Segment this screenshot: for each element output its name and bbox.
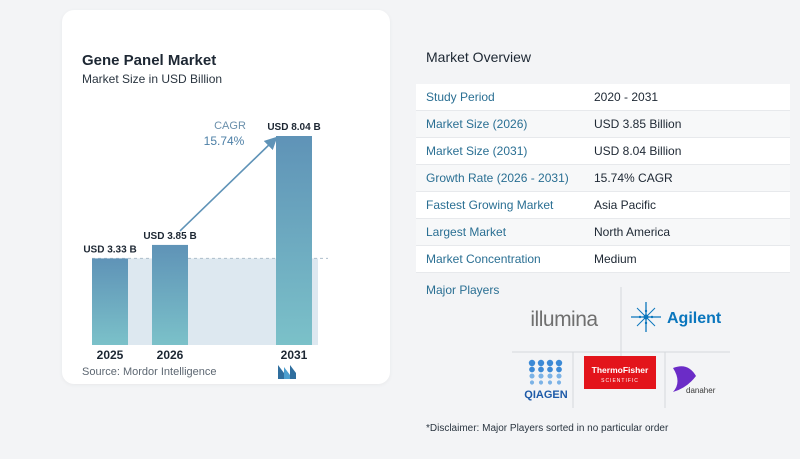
- x-tick-2026: 2026: [157, 348, 184, 362]
- illumina-logo: illumina: [530, 308, 599, 331]
- bar-2031: [276, 136, 312, 345]
- qiagen-dot: [555, 359, 563, 367]
- illumina-text: illumina: [530, 308, 598, 331]
- thermofisher-sub: SCIENTIFIC: [601, 378, 639, 384]
- row-value: USD 8.04 Billion: [594, 144, 682, 158]
- overview-panel: Market Overview Study Period 2020 - 2031 …: [416, 0, 790, 459]
- table-row: Market Size (2026) USD 3.85 Billion: [416, 111, 790, 138]
- qiagen-dot: [529, 373, 535, 379]
- chart-card: Gene Panel Market Market Size in USD Bil…: [62, 10, 390, 384]
- row-value: Medium: [594, 252, 637, 266]
- thermofisher-logo: ThermoFisher SCIENTIFIC: [584, 356, 656, 389]
- cagr-value: 15.74%: [204, 134, 245, 148]
- row-label: Largest Market: [426, 225, 507, 239]
- cagr-label: CAGR: [214, 120, 246, 132]
- qiagen-dot: [528, 359, 536, 367]
- cagr-arrow: [179, 136, 278, 232]
- qiagen-dot: [546, 359, 554, 367]
- row-value: 15.74% CAGR: [594, 171, 673, 185]
- qiagen-dot: [529, 380, 535, 385]
- source-note: Source: Mordor Intelligence: [82, 366, 217, 378]
- row-label: Fastest Growing Market: [426, 198, 554, 212]
- overview-title: Market Overview: [426, 49, 532, 65]
- qiagen-dot: [547, 373, 553, 379]
- agilent-logo: Agilent: [631, 302, 722, 332]
- major-players-grid: illumina Agilent QIAGEN ThermoFisher: [512, 287, 730, 408]
- bar-2025: [92, 258, 128, 345]
- x-tick-2025: 2025: [97, 348, 124, 362]
- qiagen-logo: QIAGEN: [524, 359, 568, 401]
- row-value: North America: [594, 225, 671, 239]
- qiagen-dot: [537, 359, 545, 367]
- chart-title: Gene Panel Market: [82, 52, 217, 69]
- qiagen-dot: [556, 366, 562, 373]
- row-value: USD 3.85 Billion: [594, 117, 682, 131]
- disclaimer-note: *Disclaimer: Major Players sorted in no …: [426, 423, 669, 434]
- mordor-logo-icon: [278, 365, 296, 379]
- bar-chart: USD 3.33 B 2025 USD 3.85 B 2026 USD 8.04 B 20…: [83, 120, 328, 362]
- row-label: Growth Rate (2026 - 2031): [426, 171, 569, 185]
- table-row: Largest Market North America: [416, 219, 790, 246]
- qiagen-dot: [547, 380, 553, 385]
- table-row: Market Concentration Medium: [416, 246, 790, 273]
- x-tick-2031: 2031: [281, 348, 308, 362]
- major-players-label: Major Players: [426, 283, 500, 297]
- chart-subtitle: Market Size in USD Billion: [82, 72, 223, 86]
- qiagen-dot: [538, 380, 544, 385]
- danaher-logo: danaher: [673, 366, 716, 395]
- row-label: Study Period: [426, 90, 495, 104]
- agilent-spark-icon: [631, 302, 661, 332]
- qiagen-dot: [556, 380, 562, 385]
- data-label-2031: USD 8.04 B: [267, 122, 320, 133]
- overview-table: Study Period 2020 - 2031 Market Size (202…: [416, 84, 790, 273]
- danaher-swoosh-icon: [673, 366, 696, 392]
- qiagen-dot: [529, 366, 535, 373]
- row-label: Market Size (2031): [426, 144, 528, 158]
- row-label: Market Concentration: [426, 252, 541, 266]
- table-row: Fastest Growing Market Asia Pacific: [416, 192, 790, 219]
- row-label: Market Size (2026): [426, 117, 528, 131]
- row-value: 2020 - 2031: [594, 90, 659, 104]
- table-row: Market Size (2031) USD 8.04 Billion: [416, 138, 790, 165]
- danaher-text: danaher: [686, 386, 716, 395]
- table-row: Study Period 2020 - 2031: [416, 84, 790, 111]
- qiagen-dot: [556, 373, 562, 379]
- thermofisher-text: ThermoFisher: [592, 365, 649, 375]
- row-value: Asia Pacific: [594, 198, 657, 212]
- qiagen-dot: [538, 366, 544, 373]
- bar-2026: [152, 244, 188, 345]
- qiagen-dots-icon: [528, 359, 563, 385]
- qiagen-text: QIAGEN: [524, 389, 567, 401]
- agilent-text: Agilent: [667, 310, 722, 327]
- data-label-2026: USD 3.85 B: [143, 231, 196, 242]
- qiagen-dot: [538, 373, 544, 379]
- qiagen-dot: [547, 366, 553, 373]
- table-row: Growth Rate (2026 - 2031) 15.74% CAGR: [416, 165, 790, 192]
- data-label-2025: USD 3.33 B: [83, 244, 136, 255]
